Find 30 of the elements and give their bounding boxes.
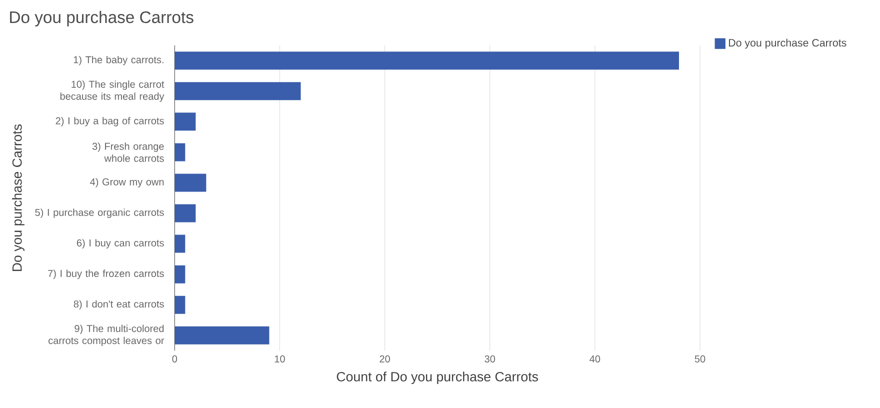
bar — [174, 234, 186, 253]
chart-title: Do you purchase Carrots — [10, 10, 194, 26]
x-tick-label: 40 — [590, 355, 600, 362]
bar — [174, 112, 196, 131]
y-tick-label: 2) I buy a bag of carrots — [56, 117, 164, 126]
x-tick-label: 50 — [694, 355, 706, 362]
x-tick-label: 20 — [380, 355, 390, 362]
x-axis-title: Count of Do you purchase Carrots — [336, 372, 538, 384]
y-tick-label: 7) I buy the frozen carrots — [48, 270, 164, 279]
x-tick-label: 0 — [172, 355, 178, 362]
y-tick-label: 6) I buy can carrots — [76, 239, 164, 248]
bar — [174, 204, 196, 222]
bar — [174, 326, 270, 344]
bar — [174, 265, 186, 284]
bar — [174, 52, 679, 70]
x-tick-label: 30 — [484, 355, 496, 362]
bar — [174, 174, 206, 192]
y-tick-label: 10) The single carrot because its meal ready — [60, 80, 164, 102]
y-tick-label: 8) I don't eat carrots — [74, 300, 164, 310]
y-tick-label: 4) Grow my own — [90, 178, 164, 188]
y-tick-label: 5) I purchase organic carrots — [35, 208, 164, 218]
bar — [174, 82, 301, 100]
y-tick-label: 9) The multi-colored carrots compost leaves or — [48, 324, 164, 346]
legend-label: Do you purchase Carrots — [728, 38, 846, 49]
y-tick-label: 3) Fresh orange whole carrots — [92, 142, 164, 162]
y-axis-title: Do you purchase Carrots — [12, 124, 24, 272]
bar — [174, 296, 186, 314]
bar — [174, 143, 186, 162]
y-tick-label: 1) The baby carrots. — [74, 56, 164, 66]
x-tick-label: 10 — [274, 355, 285, 362]
